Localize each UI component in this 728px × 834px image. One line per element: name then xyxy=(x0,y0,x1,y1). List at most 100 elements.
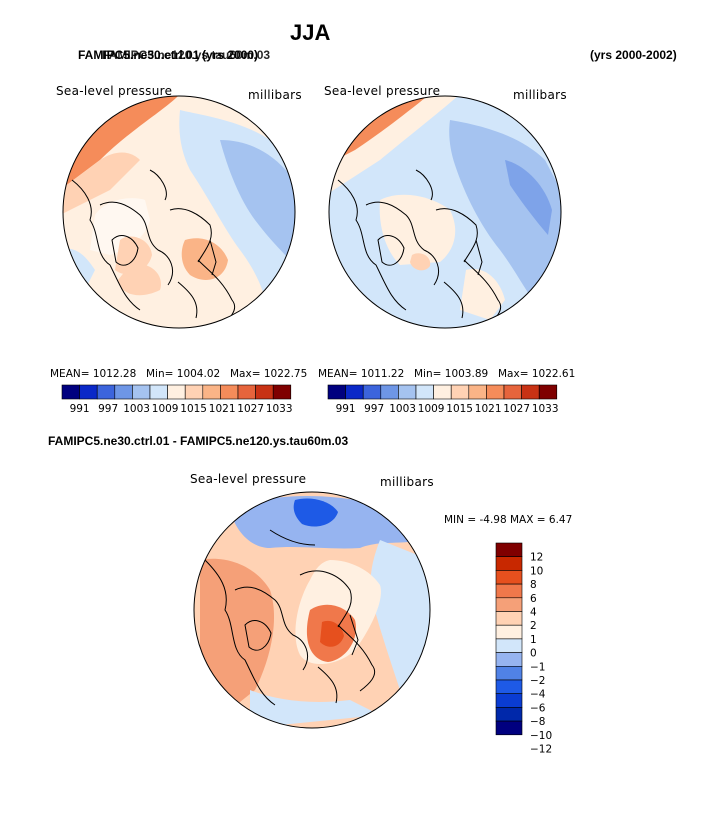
panel3-colorbar-tick-6: 1 xyxy=(530,634,537,646)
panel3-colorbar-box-6 xyxy=(495,624,523,640)
panel3-positive-west xyxy=(200,558,275,710)
panel3-colorbar-box-10 xyxy=(495,679,523,694)
panel2-colorbar-box-5 xyxy=(415,384,434,400)
panel3-map-border xyxy=(193,491,431,729)
panel2-max: Max= 1022.61 xyxy=(498,368,576,380)
panel3-colorbar-tick-4: 4 xyxy=(530,607,537,619)
panel3-colorbar-box-11 xyxy=(495,693,523,708)
colorbars: 991 997 1003 1009 1015 1021 1027 1033 991 997 1003… xyxy=(61,384,559,756)
panel2-polar-map xyxy=(328,95,562,329)
panel3-negative-core xyxy=(293,498,338,527)
panel3-colorbar-box-5 xyxy=(495,611,523,626)
panel2-min: Min= 1003.89 xyxy=(414,368,489,380)
panel2-low-pressure-core xyxy=(505,160,552,235)
panel3-coastlines xyxy=(204,529,376,706)
panel2-colorbar-tick-2: 1003 xyxy=(389,403,416,415)
panel2-colorbar-box-11 xyxy=(521,384,540,400)
panel2-colorbar-box-1 xyxy=(345,384,364,400)
panel3-colorbar-box-9 xyxy=(495,665,523,681)
panel2-colorbar-box-8 xyxy=(468,384,487,400)
panel3-colorbar-tick-10: −4 xyxy=(530,689,546,701)
panel3-colorbar-tick-3: 6 xyxy=(530,593,537,605)
panel1-colorbar-box-11 xyxy=(255,384,274,400)
top-left-years: (yrs 2000) xyxy=(202,48,259,62)
panel1-high-scandinavia xyxy=(181,238,228,280)
panel3-min-max: MIN = -4.98 MAX = 6.47 xyxy=(444,514,573,526)
panel1-colorbar-box-12 xyxy=(272,384,292,400)
panel2-neutral-center xyxy=(379,194,456,265)
panel1-colorbar-box-1 xyxy=(79,384,98,400)
panel1-colorbar-box-0 xyxy=(61,384,80,400)
panel3-colorbar-tick-12: −8 xyxy=(530,716,545,728)
panel1-moderate-high xyxy=(63,152,140,215)
panel1-colorbar-box-9 xyxy=(220,384,239,400)
panel2-colorbar-box-12 xyxy=(538,384,558,400)
panel3-colorbar-box-1 xyxy=(495,556,523,571)
panel1-colorbar-tick-6: 1027 xyxy=(237,403,264,415)
panel3-colorbar-box-12 xyxy=(495,707,523,722)
panel3-colorbar-tick-7: 0 xyxy=(530,648,537,660)
panel3-positive-core xyxy=(320,620,344,647)
panel3-title: Sea-level pressure xyxy=(190,472,307,486)
panel2-high-greenland xyxy=(410,253,431,271)
panel2-colorbar-box-2 xyxy=(362,384,382,400)
panel3-colorbar-tick-13: −10 xyxy=(530,730,552,742)
panel1-units: millibars xyxy=(248,88,302,102)
panel2-mean: MEAN= 1011.22 xyxy=(318,368,405,380)
panel3-negative-south xyxy=(250,690,380,728)
panel3-colorbar-box-8 xyxy=(495,652,523,667)
panel3-polar-map xyxy=(193,491,431,729)
panel3-colorbar-box-13 xyxy=(495,720,523,736)
panel3-colorbar-tick-8: −1 xyxy=(530,661,545,673)
panel3-colorbar-tick-2: 8 xyxy=(530,579,537,591)
panel3-colorbar-box-7 xyxy=(495,638,523,653)
panel1-polar-map xyxy=(62,95,296,329)
panel1-colorbar-tick-0: 991 xyxy=(70,403,90,415)
panel2-map-border xyxy=(328,95,562,329)
panel2-colorbar-box-9 xyxy=(486,384,505,400)
panel2-low-pressure-area xyxy=(449,120,561,310)
panel3-colorbar-box-3 xyxy=(495,583,523,599)
panel2-colorbar-tick-6: 1027 xyxy=(503,403,530,415)
panel3-colorbar-tick-1: 10 xyxy=(530,565,543,577)
figure-title: JJA xyxy=(290,20,331,45)
panel3-colorbar-tick-11: −6 xyxy=(530,702,546,714)
panel2-colorbar-tick-7: 1033 xyxy=(532,403,559,415)
panel1-colorbar-tick-5: 1021 xyxy=(209,403,236,415)
panel3-colorbar-tick-14: −12 xyxy=(530,744,552,756)
panel2-colorbar-tick-3: 1009 xyxy=(418,403,445,415)
panel1-colorbar-box-8 xyxy=(202,384,221,400)
panel1-colorbar-box-7 xyxy=(184,384,204,400)
top-left-case-a: FAMIPC5.ne30.ctrl.01 xyxy=(78,48,200,62)
panel2-colorbar-box-0 xyxy=(327,384,346,400)
panel2-colorbar-tick-1: 997 xyxy=(364,403,384,415)
panel2-colorbar-tick-5: 1021 xyxy=(475,403,502,415)
panel1-mean: MEAN= 1012.28 xyxy=(50,368,137,380)
panel1-map-border xyxy=(62,95,296,329)
panel3-colorbar-tick-5: 2 xyxy=(530,620,537,632)
panel1-colorbar-tick-4: 1015 xyxy=(180,403,207,415)
panel3-colorbar-box-2 xyxy=(495,570,523,585)
panel3-negative-east xyxy=(370,540,430,700)
panel2-neutral-east xyxy=(460,269,505,320)
panel3-colorbar-tick-0: 12 xyxy=(530,552,543,564)
panel1-colorbar-box-6 xyxy=(167,384,186,400)
difference-header: FAMIPC5.ne30.ctrl.01 - FAMIPC5.ne120.ys.… xyxy=(48,434,349,448)
panel2-units: millibars xyxy=(513,88,567,102)
panel1-colorbar-tick-7: 1033 xyxy=(266,403,293,415)
top-left-case-b: FAMIPC5.ne120.ys.tau60m.03 xyxy=(102,48,271,62)
panel2-colorbar-tick-4: 1015 xyxy=(446,403,473,415)
panel3-colorbar-box-0 xyxy=(495,542,523,557)
panel1-low-pressure-core xyxy=(220,140,295,270)
panel1-colorbar-box-10 xyxy=(237,384,256,400)
panel1-colorbar-tick-1: 997 xyxy=(98,403,118,415)
panel1-colorbar-box-5 xyxy=(149,384,168,400)
panel1-min: Min= 1004.02 xyxy=(146,368,221,380)
panel1-colorbar-box-2 xyxy=(96,384,116,400)
panel2-colorbar-box-4 xyxy=(398,384,417,400)
panel1-max: Max= 1022.75 xyxy=(230,368,308,380)
panel1-colorbar-tick-2: 1003 xyxy=(123,403,150,415)
panel1-colorbar-box-3 xyxy=(114,384,133,400)
